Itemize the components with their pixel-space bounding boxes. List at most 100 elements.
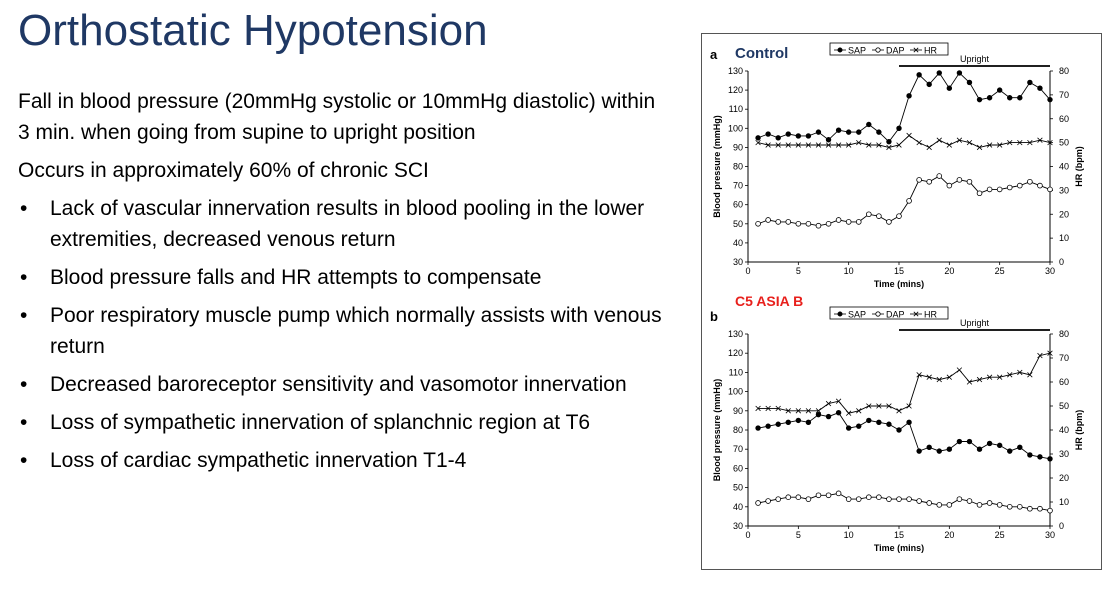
data-point	[926, 374, 932, 380]
data-point	[996, 142, 1003, 148]
data-point	[1017, 139, 1023, 146]
y-tick-label: 130	[728, 329, 743, 339]
y-tick-label: 110	[729, 367, 743, 377]
y2-tick-label: 50	[1059, 138, 1069, 148]
data-point	[886, 219, 892, 225]
data-point	[1016, 503, 1023, 510]
series-line	[758, 492, 1051, 512]
slide-body: Fall in blood pressure (20mmHg systolic …	[18, 86, 668, 483]
data-point	[946, 374, 953, 380]
y-tick-label: 60	[733, 463, 743, 473]
data-point	[1027, 452, 1033, 458]
data-point	[956, 177, 963, 183]
data-point	[913, 311, 919, 317]
y2-tick-label: 60	[1059, 114, 1069, 124]
series-sap	[755, 410, 1053, 462]
x-tick-label: 20	[944, 530, 954, 540]
data-point	[866, 494, 872, 501]
data-point	[855, 496, 862, 502]
data-point	[825, 221, 832, 227]
data-point	[976, 96, 983, 103]
data-point	[986, 374, 993, 380]
data-point	[916, 372, 922, 378]
y2-tick-label: 60	[1059, 377, 1069, 387]
data-point	[1017, 444, 1023, 450]
data-point	[986, 186, 993, 193]
data-point	[835, 490, 842, 497]
data-point	[936, 137, 942, 143]
data-point	[845, 142, 852, 148]
data-point	[936, 376, 942, 383]
data-point	[1017, 369, 1023, 376]
data-point	[926, 144, 932, 151]
data-point	[825, 400, 832, 407]
data-point	[936, 70, 942, 76]
data-point	[886, 496, 892, 502]
data-point	[946, 142, 953, 148]
data-point	[896, 142, 902, 148]
data-point	[936, 173, 943, 179]
data-point	[845, 425, 852, 431]
y2-tick-label: 70	[1059, 90, 1069, 100]
data-point	[966, 498, 973, 504]
data-point	[775, 219, 781, 225]
data-point	[866, 121, 872, 128]
y2-tick-label: 0	[1059, 257, 1064, 267]
intro-text-1: Fall in blood pressure (20mmHg systolic …	[18, 90, 656, 144]
y-tick-label: 50	[733, 219, 743, 229]
data-point	[755, 135, 761, 141]
data-point	[866, 417, 872, 424]
data-point	[966, 139, 973, 146]
y2-tick-label: 10	[1059, 233, 1069, 243]
data-point	[1017, 95, 1023, 101]
data-point	[835, 398, 842, 404]
data-point	[785, 219, 792, 225]
data-point	[926, 500, 933, 506]
data-point	[976, 376, 983, 383]
y-tick-label: 80	[733, 162, 743, 172]
x-axis-label: Time (mins)	[874, 279, 924, 289]
data-point	[916, 177, 922, 183]
bullet-item: Loss of cardiac sympathetic innervation …	[18, 445, 668, 476]
data-point	[976, 190, 983, 197]
y-tick-label: 90	[733, 142, 743, 152]
data-point	[886, 421, 892, 427]
data-point	[855, 219, 862, 225]
data-point	[946, 182, 953, 189]
data-point	[1007, 95, 1013, 101]
data-point	[966, 178, 973, 185]
data-point	[805, 221, 812, 227]
data-point	[1006, 503, 1013, 510]
y2-tick-label: 40	[1059, 162, 1069, 172]
data-point	[906, 132, 912, 139]
data-point	[765, 405, 771, 412]
data-point	[1007, 139, 1013, 146]
data-point	[986, 95, 993, 101]
data-point	[845, 129, 852, 135]
data-point	[906, 496, 912, 502]
x-tick-label: 25	[995, 266, 1005, 276]
data-point	[886, 138, 892, 145]
x-tick-label: 15	[894, 530, 904, 540]
data-point	[906, 93, 912, 99]
data-point	[866, 403, 872, 409]
data-point	[795, 133, 802, 139]
data-point	[1007, 448, 1013, 454]
legend-box	[829, 42, 949, 56]
legend-label: HR	[924, 46, 937, 56]
data-point	[795, 417, 802, 424]
y-tick-label: 100	[728, 123, 743, 133]
y-tick-label: 40	[733, 502, 743, 512]
data-point	[815, 129, 822, 135]
legend-label: SAP	[848, 310, 866, 320]
data-point	[815, 411, 822, 418]
data-point	[966, 79, 973, 86]
data-point	[896, 496, 902, 502]
data-point	[1027, 372, 1033, 378]
legend: SAP DAP HR	[829, 42, 949, 56]
y2-tick-label: 80	[1059, 66, 1069, 76]
data-point	[856, 408, 862, 414]
y2-tick-label: 80	[1059, 329, 1069, 339]
data-point	[956, 496, 963, 502]
